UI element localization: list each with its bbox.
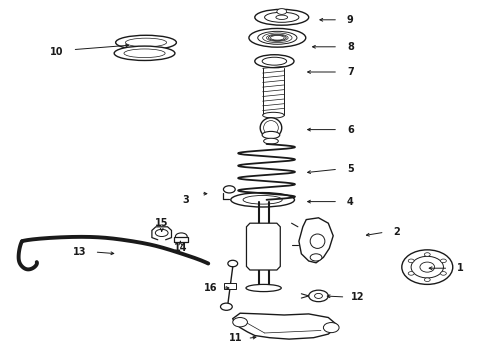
Text: 13: 13 [73, 247, 87, 257]
Polygon shape [299, 218, 333, 263]
Ellipse shape [258, 31, 297, 44]
Ellipse shape [269, 35, 286, 41]
Ellipse shape [420, 262, 435, 272]
Text: 4: 4 [347, 197, 354, 207]
Polygon shape [152, 227, 172, 238]
Ellipse shape [264, 138, 278, 144]
Ellipse shape [263, 112, 284, 118]
Ellipse shape [323, 323, 339, 333]
Ellipse shape [424, 278, 430, 282]
Ellipse shape [265, 12, 299, 22]
Ellipse shape [155, 229, 168, 237]
Text: 3: 3 [183, 195, 190, 205]
Ellipse shape [262, 57, 287, 65]
Text: 14: 14 [173, 243, 187, 253]
Ellipse shape [277, 9, 287, 14]
Ellipse shape [116, 35, 176, 50]
Polygon shape [246, 223, 280, 270]
Text: 5: 5 [347, 164, 354, 174]
Ellipse shape [424, 253, 430, 256]
Text: 8: 8 [347, 42, 354, 52]
Ellipse shape [408, 259, 414, 263]
Ellipse shape [262, 131, 280, 139]
Ellipse shape [276, 15, 288, 19]
Text: 7: 7 [347, 67, 354, 77]
Ellipse shape [228, 260, 238, 267]
Ellipse shape [260, 118, 282, 138]
Ellipse shape [315, 293, 322, 298]
Ellipse shape [233, 318, 247, 327]
Polygon shape [224, 283, 236, 289]
Ellipse shape [220, 303, 232, 310]
Ellipse shape [175, 233, 187, 240]
Text: 9: 9 [347, 15, 354, 25]
Ellipse shape [408, 271, 414, 275]
Ellipse shape [255, 9, 309, 25]
Polygon shape [174, 237, 188, 242]
Text: 2: 2 [393, 227, 400, 237]
Ellipse shape [223, 186, 235, 193]
Polygon shape [233, 313, 338, 339]
Ellipse shape [125, 38, 167, 47]
Text: 10: 10 [49, 47, 63, 57]
Ellipse shape [231, 193, 294, 207]
Ellipse shape [243, 195, 282, 204]
Ellipse shape [402, 250, 453, 284]
Ellipse shape [246, 284, 281, 292]
Ellipse shape [309, 290, 328, 302]
Ellipse shape [411, 256, 443, 278]
Text: 12: 12 [351, 292, 365, 302]
Ellipse shape [310, 254, 322, 261]
Ellipse shape [255, 55, 294, 68]
Ellipse shape [441, 259, 446, 263]
Ellipse shape [249, 28, 306, 47]
Text: 11: 11 [228, 333, 242, 343]
Text: 1: 1 [457, 263, 464, 273]
Ellipse shape [114, 46, 175, 60]
Text: 16: 16 [204, 283, 218, 293]
Text: 6: 6 [347, 125, 354, 135]
Text: 15: 15 [155, 218, 169, 228]
Ellipse shape [124, 49, 165, 58]
Ellipse shape [310, 234, 325, 248]
Ellipse shape [441, 271, 446, 275]
Ellipse shape [264, 121, 278, 135]
